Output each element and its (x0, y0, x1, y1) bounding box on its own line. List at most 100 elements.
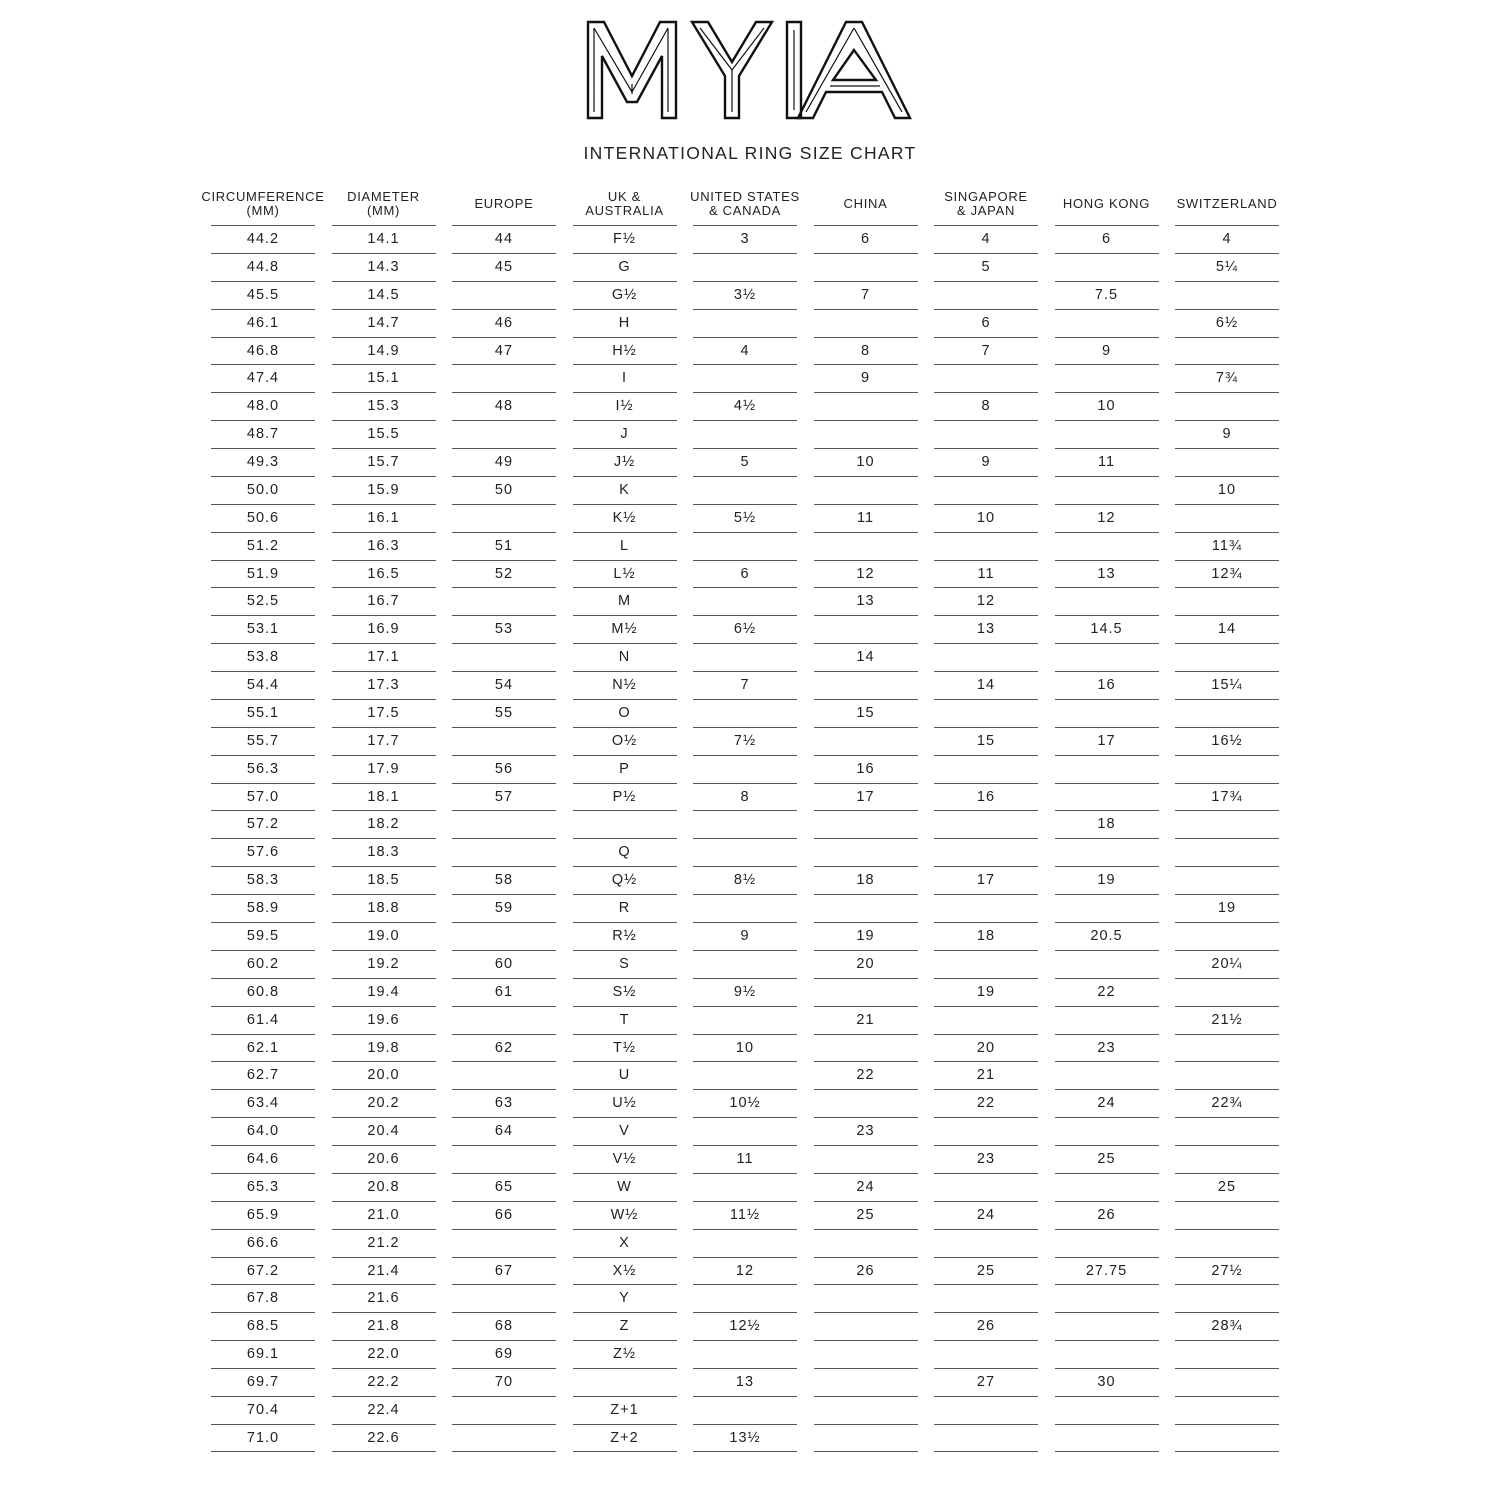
table-cell: P½ (572, 782, 677, 811)
table-cell (1054, 754, 1159, 783)
table-cell: 22 (934, 1089, 1038, 1117)
table-cell: 23 (813, 1117, 918, 1145)
table-cell: 6 (813, 225, 918, 253)
table-cell (452, 364, 556, 392)
table-cell (452, 503, 556, 532)
table-cell (452, 280, 556, 309)
table-cell: 17 (1054, 726, 1159, 755)
table-cell: 52 (452, 559, 556, 588)
table-cell: 14 (813, 643, 918, 671)
table-cell: 62.7 (211, 1061, 315, 1089)
table-cell: 22.0 (331, 1340, 436, 1368)
table-cell (1054, 1117, 1159, 1145)
table-cell (934, 531, 1038, 560)
table-cell: 22.6 (331, 1423, 436, 1452)
table-cell (813, 838, 918, 866)
table-cell (1054, 252, 1159, 281)
table-cell: 64.6 (211, 1145, 315, 1173)
table-cell (1054, 1284, 1159, 1312)
table-cell (813, 1228, 918, 1257)
table-cell: 67.2 (211, 1256, 315, 1285)
table-cell: 16 (934, 782, 1038, 811)
table-cell: 26 (1054, 1200, 1159, 1229)
table-cell: 12¾ (1175, 559, 1279, 588)
table-cell: 51.9 (211, 559, 315, 588)
table-cell: 20.6 (331, 1145, 436, 1173)
table-cell (1175, 754, 1279, 783)
table-cell: 59.5 (211, 922, 315, 950)
table-cell (813, 671, 918, 699)
table-cell: 16 (1054, 671, 1159, 699)
table-cell: 18.1 (331, 782, 436, 811)
header-line: HONG KONG (1062, 196, 1151, 211)
table-cell (813, 1368, 918, 1396)
table-cell: V½ (572, 1145, 677, 1173)
table-cell (934, 1005, 1038, 1034)
table-cell: 4 (1175, 225, 1279, 253)
table-cell: 6½ (1175, 308, 1279, 337)
table-cell: Q½ (572, 866, 677, 894)
table-cell: Q (572, 838, 677, 866)
table-cell (813, 615, 918, 643)
table-cell: 7¾ (1175, 364, 1279, 392)
table-cell (813, 1033, 918, 1062)
table-cell: 19.2 (331, 949, 436, 978)
table-cell (1054, 1061, 1159, 1089)
table-cell: 9½ (693, 977, 797, 1006)
table-cell: 7 (693, 671, 797, 699)
table-cell: 19.6 (331, 1005, 436, 1034)
table-cell (934, 1284, 1038, 1312)
header-line: CHINA (843, 196, 888, 211)
table-cell: 8 (934, 392, 1038, 420)
table-cell (1054, 698, 1159, 727)
table-cell: 17.1 (331, 643, 436, 671)
table-cell (1054, 1395, 1159, 1424)
table-cell: 20.2 (331, 1089, 436, 1117)
table-cell (813, 1145, 918, 1173)
column-header: CIRCUMFERENCE (MM) (198, 184, 328, 224)
table-cell: P (572, 754, 677, 783)
header-line: AUSTRALIA (585, 203, 664, 218)
table-cell: 15.7 (331, 448, 436, 476)
table-cell: 4 (934, 225, 1038, 253)
table-cell (813, 1340, 918, 1368)
table-cell: 10 (1054, 392, 1159, 420)
table-cell (452, 1423, 556, 1452)
header-line: & JAPAN (956, 203, 1016, 218)
table-cell (813, 1423, 918, 1452)
table-cell (1054, 1312, 1159, 1340)
table-cell (693, 1005, 797, 1034)
table-cell: 55.1 (211, 698, 315, 727)
header-line: & CANADA (708, 203, 782, 218)
table-cell (693, 1117, 797, 1145)
table-cell (452, 838, 556, 866)
table-cell (1175, 336, 1279, 365)
table-cell: 55 (452, 698, 556, 727)
table-cell: 12 (1054, 503, 1159, 532)
table-cell: G (572, 252, 677, 281)
table-cell: 69 (452, 1340, 556, 1368)
table-cell: 8½ (693, 866, 797, 894)
table-cell: 48 (452, 392, 556, 420)
table-cell: H½ (572, 336, 677, 365)
table-cell: I½ (572, 392, 677, 420)
table-cell: 51.2 (211, 531, 315, 560)
table-cell: 21.6 (331, 1284, 436, 1312)
table-cell: 24 (1054, 1089, 1159, 1117)
table-cell (693, 531, 797, 560)
table-cell: 21.0 (331, 1200, 436, 1229)
table-cell (693, 308, 797, 337)
table-cell: 53 (452, 615, 556, 643)
table-cell: 67.8 (211, 1284, 315, 1312)
table-cell: S (572, 949, 677, 978)
table-cell: 25 (934, 1256, 1038, 1285)
table-cell (934, 1340, 1038, 1368)
table-cell: 14.5 (1054, 615, 1159, 643)
table-cell: 16.1 (331, 503, 436, 532)
table-cell: 10 (813, 448, 918, 476)
table-cell: 10 (1175, 475, 1279, 504)
table-cell: L (572, 531, 677, 560)
table-cell: 6 (934, 308, 1038, 337)
table-cell: 18.2 (331, 810, 436, 838)
table-cell: 19.4 (331, 977, 436, 1006)
